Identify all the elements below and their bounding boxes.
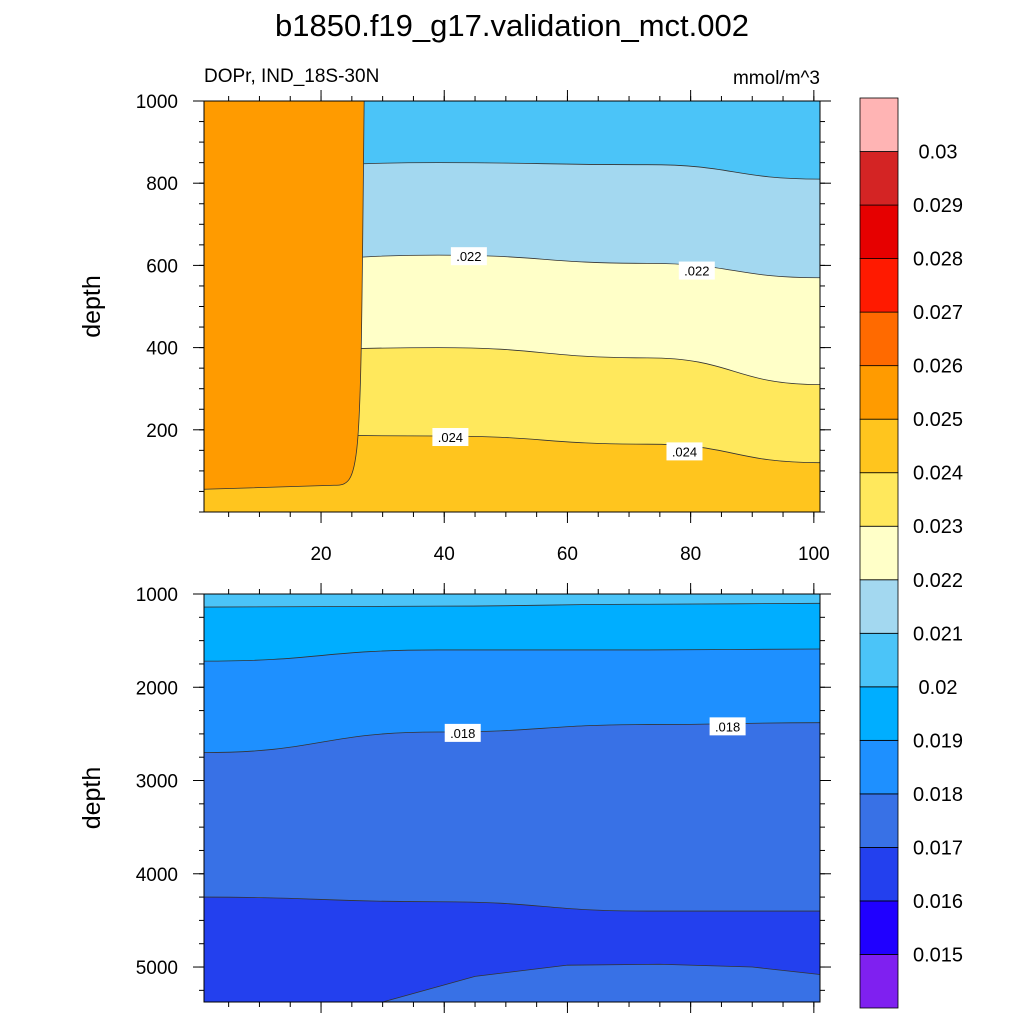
contour-label-text: .022 xyxy=(684,264,709,279)
colorbar-swatch xyxy=(859,632,899,688)
y-tick-label: 2000 xyxy=(136,678,178,699)
y-tick-label: 400 xyxy=(146,339,178,360)
colorbar-swatch xyxy=(859,204,899,259)
contour-band xyxy=(204,722,820,912)
contour-band xyxy=(204,603,820,662)
y-tick-label: 1000 xyxy=(136,92,178,113)
contour-label-text: .018 xyxy=(450,726,475,741)
chart-subtitle-left: DOPr, IND_18S-30N xyxy=(204,66,379,87)
contour-band xyxy=(204,433,820,512)
contour-label-box xyxy=(678,261,715,280)
colorbar-label: 0.022 xyxy=(913,570,963,592)
contour-label: .022 xyxy=(450,247,487,266)
contour-band xyxy=(204,649,820,753)
contour-label-box xyxy=(444,723,481,742)
contour-label: .018 xyxy=(709,717,746,736)
y-tick-label: 200 xyxy=(146,421,178,442)
contour-label-box xyxy=(709,717,746,736)
contour-band xyxy=(382,963,820,1002)
colorbar-swatch xyxy=(859,686,899,741)
contour-band xyxy=(204,101,365,490)
contour-label: .018 xyxy=(444,723,481,742)
colorbar-label: 0.03 xyxy=(919,142,958,164)
contour-label-text: .024 xyxy=(438,430,463,445)
lower-panel: .018 .018 1000 2000 3000 4000 5000 depth xyxy=(78,583,831,1013)
colorbar-swatch xyxy=(859,311,899,367)
colorbar-label: 0.025 xyxy=(913,409,963,431)
contour-label-box xyxy=(432,428,469,447)
colorbar-label: 0.024 xyxy=(913,463,963,485)
contour-label-text: .024 xyxy=(672,444,697,459)
colorbar-swatch xyxy=(859,739,899,795)
y-tick-label: 5000 xyxy=(136,958,178,979)
plot-area: .018 .018 xyxy=(204,594,820,1002)
colorbar-swatch xyxy=(859,525,899,581)
colorbar-label: 0.023 xyxy=(913,516,963,538)
chart-title: b1850.f19_g17.validation_mct.002 xyxy=(275,8,749,43)
chart-units-label: mmol/m^3 xyxy=(733,68,820,89)
y-axis-label: depth xyxy=(78,275,106,338)
colorbar-label: 0.018 xyxy=(913,784,963,806)
colorbar-swatch xyxy=(859,258,899,313)
colorbar-swatch xyxy=(859,954,899,1009)
y-axis-label: depth xyxy=(78,767,106,830)
colorbar: 0.015 0.016 0.017 0.018 0.019 0.02 0.021 0.022 0… xyxy=(859,97,963,1009)
colorbar-swatch xyxy=(859,151,899,206)
contour-line xyxy=(204,648,820,662)
colorbar-label: 0.016 xyxy=(913,891,963,913)
y-tick-label: 3000 xyxy=(136,772,178,793)
plot-frame xyxy=(203,593,821,1003)
colorbar-swatch xyxy=(859,472,899,527)
colorbar-label: 0.02 xyxy=(919,677,958,699)
upper-panel: .024 .024 .022 .022 200 400 600 800 1000 20 40 60 80… xyxy=(78,90,831,565)
colorbar-label: 0.017 xyxy=(913,837,963,859)
y-tick-label: 600 xyxy=(146,256,178,277)
plot-area: .024 .024 .022 .022 xyxy=(204,101,820,512)
colorbar-swatch xyxy=(859,900,899,955)
contour-label: .024 xyxy=(666,442,703,461)
colorbar-swatch xyxy=(859,793,899,848)
colorbar-label: 0.021 xyxy=(913,623,963,645)
contour-label-text: .022 xyxy=(456,249,481,264)
contour-line xyxy=(204,896,820,912)
colorbar-swatch xyxy=(859,418,899,474)
x-tick-label: 80 xyxy=(680,544,701,565)
contour-label-box xyxy=(450,247,487,266)
colorbar-swatch xyxy=(859,847,899,902)
colorbar-label: 0.028 xyxy=(913,249,963,271)
contour-label-text: .018 xyxy=(715,719,740,734)
colorbar-label: 0.027 xyxy=(913,302,963,324)
contour-label: .022 xyxy=(678,261,715,280)
x-tick-label: 20 xyxy=(310,544,331,565)
colorbar-swatch xyxy=(859,579,899,634)
x-tick-label: 40 xyxy=(434,544,455,565)
y-tick-label: 4000 xyxy=(136,865,178,886)
colorbar-label: 0.029 xyxy=(913,195,963,217)
x-tick-label: 100 xyxy=(798,544,830,565)
colorbar-label: 0.019 xyxy=(913,730,963,752)
x-tick-label: 60 xyxy=(557,544,578,565)
colorbar-label: 0.015 xyxy=(913,944,963,966)
contour-label-box xyxy=(666,442,703,461)
y-tick-label: 1000 xyxy=(136,585,178,606)
contour-line xyxy=(204,602,820,608)
contour-label: .024 xyxy=(432,428,469,447)
colorbar-swatch xyxy=(859,365,899,420)
y-tick-label: 800 xyxy=(146,174,178,195)
colorbar-swatch xyxy=(859,97,899,152)
colorbar-label: 0.026 xyxy=(913,356,963,378)
